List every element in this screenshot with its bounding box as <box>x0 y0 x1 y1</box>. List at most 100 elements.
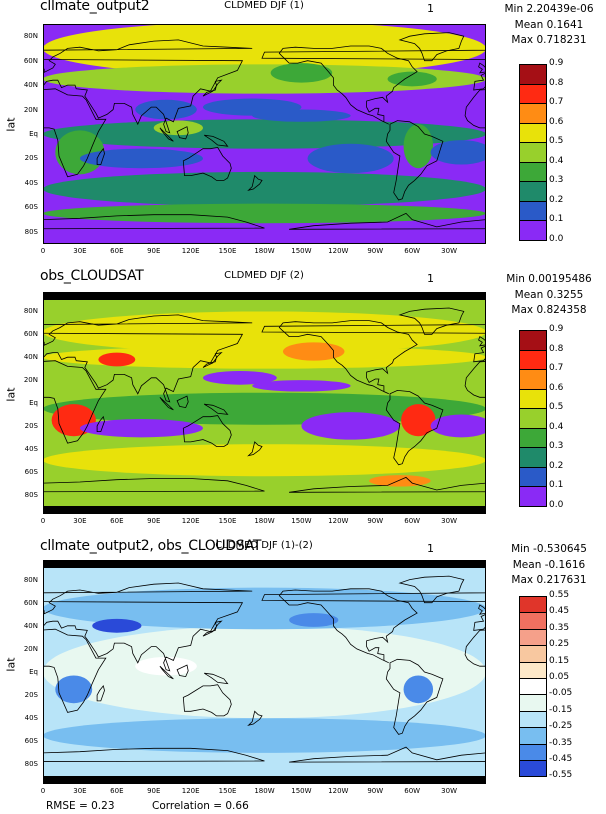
coastline <box>385 120 444 201</box>
field-contour <box>403 675 434 704</box>
field-contour <box>43 444 486 477</box>
lon-tick-label: 30W <box>441 787 457 795</box>
field-contour <box>43 64 486 94</box>
colorbar-swatch <box>519 760 547 778</box>
field-contour <box>301 412 400 440</box>
lon-tick-label: 0 <box>40 787 46 795</box>
coastline <box>202 351 223 368</box>
coastline <box>289 746 486 763</box>
colorbar-swatch <box>519 330 547 351</box>
colorbar-label: 0.9 <box>549 58 564 68</box>
lat-tick-label: 40S <box>24 444 38 453</box>
field-contour <box>43 203 486 224</box>
colorbar-label: 0.8 <box>549 77 564 88</box>
lon-tick-label: 150E <box>218 247 237 255</box>
coastline <box>203 672 229 685</box>
field-contour <box>79 148 203 169</box>
colorbar-label: 0.3 <box>549 175 564 185</box>
coastline <box>385 658 444 735</box>
case-id: 1 <box>427 2 434 15</box>
field-contour <box>252 109 351 122</box>
field-contour <box>98 352 136 367</box>
colorbar-swatch <box>519 728 547 745</box>
lat-tick-label: 80S <box>24 490 38 499</box>
colorbar-swatch <box>519 64 547 85</box>
lat-tick-label: 40S <box>24 178 38 187</box>
lon-tick-label: 180W <box>254 787 275 795</box>
lat-tick-label: 20N <box>23 644 38 653</box>
case-id: 1 <box>427 272 434 285</box>
coastline <box>385 389 444 466</box>
colorbar-label: -0.35 <box>549 737 573 748</box>
coastline <box>278 45 418 125</box>
coastline <box>247 174 263 191</box>
correlation-label: Correlation = 0.66 <box>152 800 249 812</box>
coastline <box>96 415 105 433</box>
field-contour <box>282 342 345 361</box>
colorbar-label: 0.7 <box>549 363 564 373</box>
missing-data-bar-bottom <box>43 776 486 784</box>
colorbar-label: 0.9 <box>549 324 564 334</box>
coastline <box>278 320 418 395</box>
colorbar-swatch <box>519 646 547 663</box>
stat-min: Min -0.530645 <box>511 543 587 555</box>
coastline <box>176 395 189 409</box>
stat-mean: Mean 0.3255 <box>514 288 584 301</box>
colorbar-swatch <box>519 389 547 409</box>
field-contour <box>55 675 93 704</box>
lon-tick-label: 120W <box>328 247 349 255</box>
colorbar-swatch <box>519 123 547 143</box>
coastline <box>96 147 105 166</box>
coastline <box>278 588 418 664</box>
colorbar-label: 0.1 <box>549 480 564 490</box>
lon-tick-label: 120E <box>181 787 200 795</box>
colorbar-swatch <box>519 448 547 468</box>
lon-tick-label: 90W <box>367 517 384 525</box>
rmse-label: RMSE = 0.23 <box>46 800 115 812</box>
field-contour <box>202 370 277 385</box>
field-contour <box>92 618 142 633</box>
panel-obs: obs_CLOUDSAT CLDMED DJF (2) 1 Min 0.0019… <box>0 268 606 540</box>
panel-title: obs_CLOUDSAT <box>40 268 144 284</box>
colorbar-swatch <box>519 487 547 507</box>
lon-tick-label: 0 <box>40 517 46 525</box>
lon-tick-label: 120W <box>328 787 349 795</box>
lon-tick-label: 120E <box>181 517 200 525</box>
colorbar-swatch <box>519 662 547 679</box>
colorbar-swatch <box>519 428 547 448</box>
coastline <box>478 62 486 74</box>
colorbar-label: -0.05 <box>549 688 573 699</box>
coastline <box>203 403 229 415</box>
coastline <box>182 415 232 447</box>
coastline <box>43 478 265 493</box>
field-contour <box>135 656 197 676</box>
coastline <box>43 609 45 614</box>
lon-tick-label: 180W <box>254 517 275 525</box>
panel-difference: cllmate_output2, obs_CLOUDSAT CLDMED DJF… <box>0 538 606 810</box>
lat-tick-label: 20S <box>24 691 38 700</box>
lon-tick-label: 30E <box>73 787 87 795</box>
plot-title: CLDMED DJF (1) <box>224 0 304 11</box>
colorbar-label: 0.6 <box>549 382 564 393</box>
colorbar-label: -0.45 <box>549 754 573 764</box>
stat-max: Max 0.217631 <box>511 574 587 586</box>
coastline <box>398 32 465 62</box>
missing-data-bar-top <box>43 292 486 300</box>
lon-tick-label: 60E <box>110 517 124 525</box>
coastline <box>43 39 253 134</box>
stat-max: Max 0.718231 <box>511 34 587 46</box>
coastline <box>182 684 232 717</box>
colorbar-label: 0.1 <box>549 214 564 224</box>
colorbar-label: 0.55 <box>549 590 570 600</box>
coastline <box>478 604 486 615</box>
colorbar-swatch <box>519 143 547 163</box>
coastline <box>159 127 174 142</box>
colorbar-label: -0.15 <box>549 704 573 715</box>
coastline <box>43 628 107 713</box>
lon-tick-label: 120W <box>328 517 349 525</box>
field-contour <box>387 71 437 87</box>
stat-mean: Mean 0.1641 <box>514 18 584 31</box>
field-contour <box>252 380 351 392</box>
panel-title: cllmate_output2 <box>40 0 150 14</box>
stats-box: Min 0.00195486 Mean 0.3255 Max 0.824358 <box>494 272 604 319</box>
